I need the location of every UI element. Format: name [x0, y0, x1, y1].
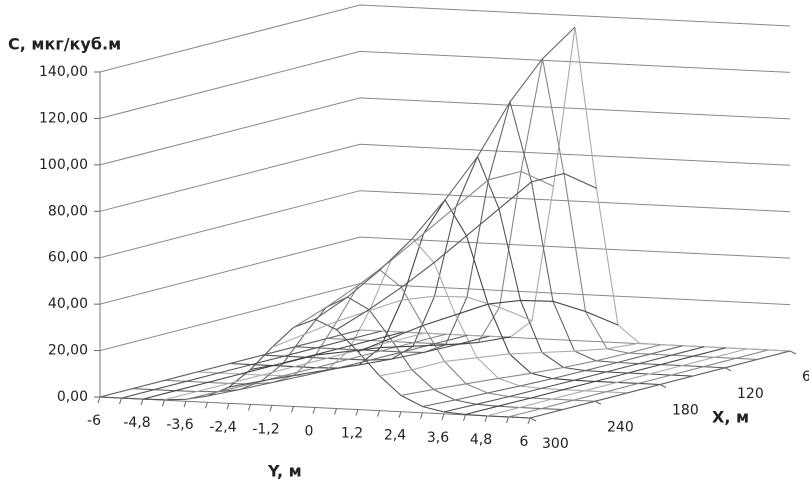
- depth-tick-label: 240: [607, 419, 634, 435]
- lateral-tick: [506, 416, 509, 424]
- surface-column: [164, 332, 425, 401]
- lateral-tick: [140, 398, 144, 406]
- lateral-tick: [441, 413, 445, 420]
- depth-tick-label: 60: [802, 369, 809, 385]
- surface-column: [379, 342, 640, 377]
- lateral-axis-title: Y, м: [267, 462, 302, 481]
- grid-line: [99, 97, 791, 166]
- lateral-tick-label: 6: [520, 434, 529, 450]
- surface-column: [228, 335, 490, 388]
- surface-column: [486, 348, 748, 417]
- grid-line: [99, 190, 791, 259]
- lateral-tick-label: -3,6: [166, 417, 193, 433]
- z-tick-label: 20,00: [48, 343, 88, 359]
- surface-column: [99, 329, 361, 398]
- lateral-tick: [291, 406, 294, 413]
- lateral-tick-label: 4,8: [470, 432, 492, 448]
- depth-tick-label: 120: [737, 386, 764, 402]
- z-axis-title: C, мкг/куб.м: [8, 35, 121, 54]
- surface-row: [359, 27, 791, 352]
- surface-row: [327, 58, 758, 360]
- lateral-tick: [377, 410, 380, 417]
- surface-column: [529, 350, 791, 419]
- lateral-tick-label: 2,4: [384, 428, 406, 444]
- lateral-tick-label: 3,6: [427, 430, 449, 446]
- surface-column: [357, 299, 619, 353]
- lateral-tick-label: 1,2: [341, 426, 363, 442]
- lateral-tick: [183, 401, 187, 408]
- depth-tick-label: 300: [542, 436, 569, 452]
- lateral-tick-label: -1,2: [252, 421, 279, 437]
- lateral-tick: [312, 407, 316, 414]
- depth-tick: [789, 350, 797, 355]
- lateral-tick: [334, 408, 337, 415]
- grid-line: [99, 236, 791, 305]
- lateral-tick-label: 0: [305, 424, 314, 440]
- lateral-tick: [463, 414, 466, 422]
- surface-column: [465, 347, 726, 415]
- depth-tick: [529, 417, 537, 422]
- z-tick-label: 60,00: [48, 250, 88, 266]
- lateral-tick: [420, 412, 423, 419]
- lateral-tick: [119, 397, 122, 405]
- lateral-tick: [97, 396, 101, 404]
- z-tick-label: 40,00: [48, 296, 88, 312]
- lateral-tick: [269, 405, 273, 412]
- surface-column: [250, 336, 511, 371]
- depth-tick: [659, 384, 667, 388]
- surface-column: [508, 349, 769, 418]
- surface-row: [164, 269, 596, 402]
- z-tick-label: 120,00: [39, 110, 88, 126]
- grid-line: [99, 50, 791, 119]
- lateral-tick-label: -6: [87, 413, 101, 429]
- lateral-tick: [484, 415, 488, 423]
- surface-column: [314, 26, 576, 320]
- z-tick-label: 140,00: [39, 64, 88, 80]
- depth-tick: [594, 400, 602, 405]
- lateral-tick: [226, 403, 230, 410]
- surface-column: [443, 346, 705, 413]
- z-tick-label: 0,00: [57, 389, 88, 405]
- lateral-tick: [398, 411, 402, 418]
- lateral-tick: [162, 399, 165, 407]
- depth-tick: [724, 367, 732, 372]
- grid-line: [99, 143, 791, 212]
- surface-column: [185, 333, 447, 400]
- surface-column: [422, 345, 683, 408]
- surface-column: [336, 172, 597, 331]
- lateral-tick: [248, 404, 251, 411]
- surface-column: [400, 344, 662, 396]
- lateral-tick: [527, 417, 531, 425]
- surface-column: [293, 170, 554, 328]
- lateral-tick: [355, 409, 359, 416]
- lateral-tick-label: -2,4: [209, 419, 236, 435]
- surface-column: [121, 330, 382, 399]
- z-tick-label: 100,00: [39, 157, 88, 173]
- grid-line: [99, 4, 791, 73]
- surface-row: [294, 99, 726, 369]
- depth-tick-label: 180: [672, 403, 699, 419]
- lateral-tick-label: -4,8: [123, 415, 150, 431]
- lateral-tick: [205, 402, 208, 409]
- depth-axis-title: X, м: [712, 408, 749, 427]
- z-tick-label: 80,00: [48, 203, 88, 219]
